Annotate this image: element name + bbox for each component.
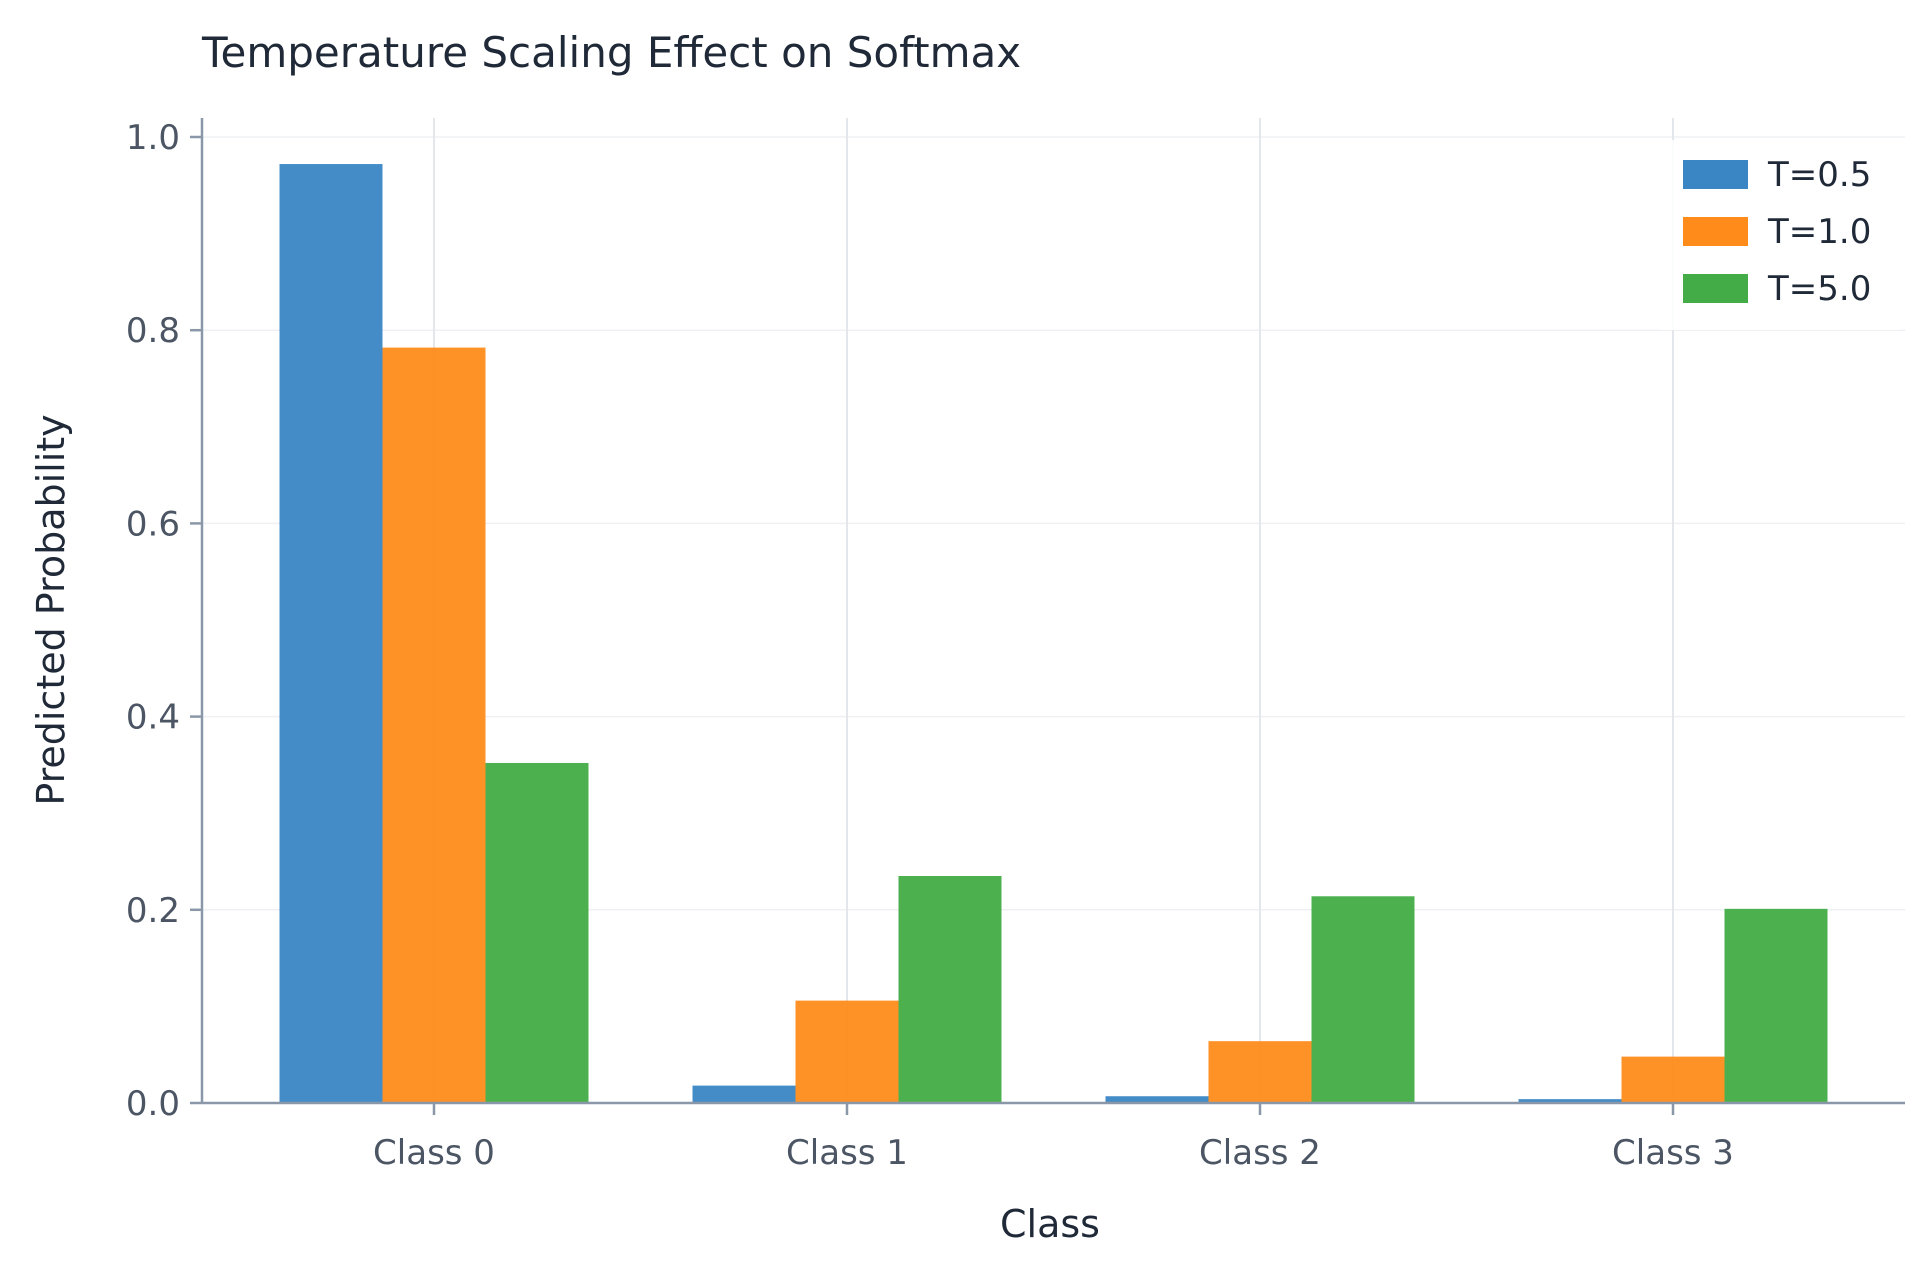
legend-swatch [1683, 274, 1748, 303]
bars [279, 164, 1828, 1104]
x-axis-ticks: Class 0 Class 1 Class 2 Class 3 [373, 1103, 1734, 1173]
x-tick-label: Class 0 [373, 1133, 495, 1173]
axes [200, 118, 1905, 1105]
y-axis-ticks: 0.0 0.2 0.4 0.6 0.8 1.0 [126, 118, 202, 1124]
x-axis-label: Class [1000, 1202, 1100, 1246]
x-tick-label: Class 1 [786, 1133, 908, 1173]
legend-label: T=5.0 [1767, 269, 1871, 309]
bar-t-1-0-class-3 [1621, 1056, 1725, 1103]
bar-t-1-0-class-1 [795, 1000, 899, 1103]
bar-t-0-5-class-3 [1518, 1099, 1622, 1103]
legend-swatch [1683, 160, 1748, 189]
y-tick-label: 0.2 [126, 891, 180, 931]
bar-t-0-5-class-2 [1105, 1096, 1209, 1103]
bar-t-5-0-class-1 [898, 875, 1002, 1103]
bar-t-5-0-class-2 [1311, 896, 1415, 1103]
bar-t-5-0-class-3 [1724, 908, 1828, 1103]
legend-label: T=0.5 [1767, 155, 1871, 195]
bar-t-1-0-class-0 [382, 347, 486, 1103]
bar-t-0-5-class-1 [692, 1085, 796, 1103]
y-axis-label: Predicted Probability [29, 414, 73, 805]
y-tick-label: 0.0 [126, 1084, 180, 1124]
y-tick-label: 1.0 [126, 118, 180, 158]
bar-t-0-5-class-0 [279, 164, 383, 1104]
x-tick-label: Class 3 [1612, 1133, 1734, 1173]
y-tick-label: 0.8 [126, 311, 180, 351]
bar-t-5-0-class-0 [485, 762, 589, 1103]
y-tick-label: 0.4 [126, 698, 180, 738]
bar-t-1-0-class-2 [1208, 1041, 1312, 1103]
y-tick-label: 0.6 [126, 504, 180, 544]
legend-label: T=1.0 [1767, 212, 1871, 252]
x-tick-label: Class 2 [1199, 1133, 1321, 1173]
chart-title: Temperature Scaling Effect on Softmax [201, 28, 1021, 77]
legend-swatch [1683, 217, 1748, 246]
legend: T=0.5 T=1.0 T=5.0 [1660, 140, 1900, 330]
